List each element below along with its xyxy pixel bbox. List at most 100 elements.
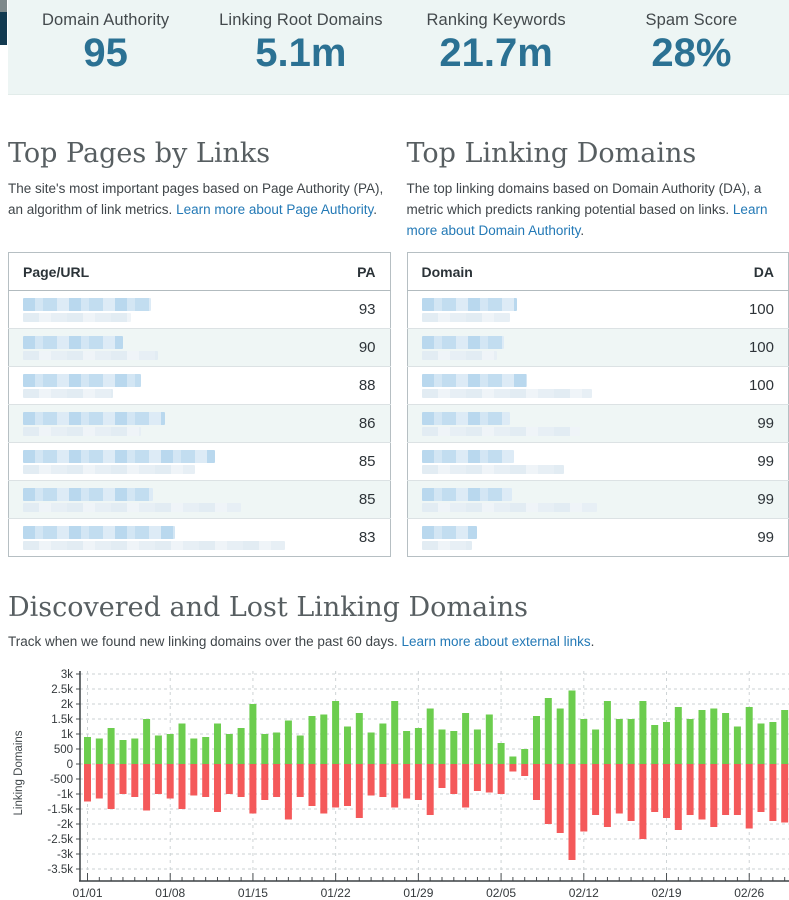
stat-linking-root-domains: Linking Root Domains 5.1m [203, 0, 398, 94]
x-axis-tick-label: 02/05 [486, 886, 516, 900]
redacted-link-text[interactable] [421, 297, 517, 311]
metrics-summary-bar: Domain Authority 95 Linking Root Domains… [8, 0, 789, 95]
redacted-link-text[interactable] [421, 487, 512, 501]
domain-column-header: Domain [407, 252, 712, 291]
redacted-url-text [23, 426, 141, 436]
table-row: 99 [407, 479, 789, 519]
redacted-link-text[interactable] [23, 335, 123, 349]
score-value: 85 [313, 441, 390, 481]
lost-bars [84, 764, 789, 861]
stat-value: 28% [651, 31, 732, 75]
redacted-url-text [23, 540, 285, 550]
redacted-url-text [23, 350, 158, 360]
description-period: . [590, 634, 595, 650]
page-url-column-header: Page/URL [8, 252, 314, 291]
x-axis-tick-label: 01/15 [238, 886, 268, 900]
x-axis-tick-label: 01/22 [321, 886, 351, 900]
y-axis-tick-label: 1k [61, 729, 73, 741]
x-axis-tick-label: 01/08 [155, 886, 185, 900]
redacted-link-text[interactable] [421, 335, 504, 349]
redacted-link-text[interactable] [421, 411, 510, 425]
table-row: 99 [407, 517, 789, 557]
redacted-link-text[interactable] [23, 449, 215, 463]
redacted-url-text [421, 502, 597, 512]
redacted-url-text [23, 312, 131, 322]
stat-ranking-keywords: Ranking Keywords 21.7m [399, 0, 594, 94]
table-row: 93 [9, 290, 391, 328]
y-axis-tick-label: 3k [61, 669, 73, 681]
discovered-bars [84, 690, 789, 765]
y-axis-tick-label: -2k [57, 819, 73, 831]
score-value: 83 [313, 517, 390, 557]
stat-value: 5.1m [255, 31, 347, 75]
x-axis-tick-label: 01/01 [72, 886, 102, 900]
score-value: 99 [712, 441, 789, 481]
redacted-link-text[interactable] [23, 411, 165, 425]
stat-label: Spam Score [645, 11, 738, 29]
redacted-link-text[interactable] [421, 525, 477, 539]
description-period: . [580, 222, 585, 238]
discovered-lost-section: Discovered and Lost Linking Domains Trac… [8, 591, 789, 900]
score-value: 86 [313, 403, 390, 443]
table-row: 86 [8, 403, 390, 443]
stat-value: 21.7m [439, 31, 553, 75]
table-row: 99 [407, 441, 789, 481]
x-axis-tick-label: 02/12 [569, 886, 599, 900]
redacted-url-text [421, 464, 564, 474]
score-value: 88 [313, 365, 390, 405]
x-axis-tick-label: 02/19 [652, 886, 682, 900]
stat-spam-score: Spam Score 28% [594, 0, 789, 94]
redacted-link-text[interactable] [23, 487, 153, 501]
redacted-url-text [421, 388, 592, 398]
description-text: The top linking domains based on Domain … [406, 180, 762, 217]
stat-label: Domain Authority [42, 11, 170, 29]
redacted-link-text[interactable] [421, 449, 514, 463]
y-axis-title: Linking Domains [13, 731, 25, 816]
top-linking-domains-table: Domain DA 100 100 100 99 99 99 99 [406, 251, 789, 557]
redacted-url-text [421, 426, 580, 436]
score-value: 99 [712, 517, 789, 557]
y-axis-tick-label: 500 [54, 744, 73, 756]
table-row: 83 [8, 517, 390, 557]
table-row: 85 [8, 441, 390, 481]
top-pages-description: The site's most important pages based on… [8, 178, 391, 220]
top-linking-domains-section: Top Linking Domains The top linking doma… [406, 139, 789, 557]
window-edge-gray [0, 0, 7, 12]
learn-more-external-links-link[interactable]: Learn more about external links [401, 634, 591, 650]
score-value: 99 [712, 479, 789, 519]
redacted-url-text [23, 388, 113, 398]
redacted-link-text[interactable] [23, 373, 141, 387]
discovered-lost-title: Discovered and Lost Linking Domains [8, 591, 529, 623]
table-row: 99 [407, 403, 789, 443]
redacted-link-text[interactable] [421, 373, 527, 387]
y-axis-tick-label: -3.5k [47, 864, 73, 876]
table-row: 100 [407, 290, 789, 328]
pa-column-header: PA [313, 252, 390, 291]
y-axis-tick-label: -500 [50, 774, 73, 786]
redacted-url-text [23, 464, 195, 474]
stat-label: Linking Root Domains [219, 11, 383, 29]
description-text: The site's most important pages based on… [8, 180, 384, 217]
redacted-link-text[interactable] [23, 525, 175, 539]
da-column-header: DA [712, 252, 789, 291]
top-pages-title: Top Pages by Links [8, 138, 271, 169]
y-axis-tick-label: -1k [57, 789, 73, 801]
redacted-url-text [23, 502, 241, 512]
description-period: . [373, 201, 377, 217]
x-axis-tick-label: 01/29 [403, 886, 433, 900]
score-value: 85 [313, 479, 390, 519]
linking-domains-chart: 3k 2.5k 2k 1.5k 1k 500 0 -500 -1k -1.5k -2k -2.5k -3… [13, 669, 789, 900]
score-value: 100 [748, 300, 774, 318]
score-value: 93 [358, 300, 376, 318]
y-axis-tick-label: 2k [61, 699, 73, 711]
table-header-row: Domain DA [407, 252, 789, 291]
redacted-link-text[interactable] [23, 297, 151, 311]
score-value: 100 [712, 327, 789, 367]
learn-more-domain-authority-link[interactable]: Learn more about Domain Authority [406, 201, 768, 238]
table-row: 100 [407, 365, 789, 405]
learn-more-page-authority-link[interactable]: Learn more about Page Authority [176, 201, 374, 217]
redacted-url-text [421, 540, 472, 550]
table-row: 85 [8, 479, 390, 519]
stat-value: 95 [83, 31, 128, 75]
redacted-url-text [421, 350, 497, 360]
